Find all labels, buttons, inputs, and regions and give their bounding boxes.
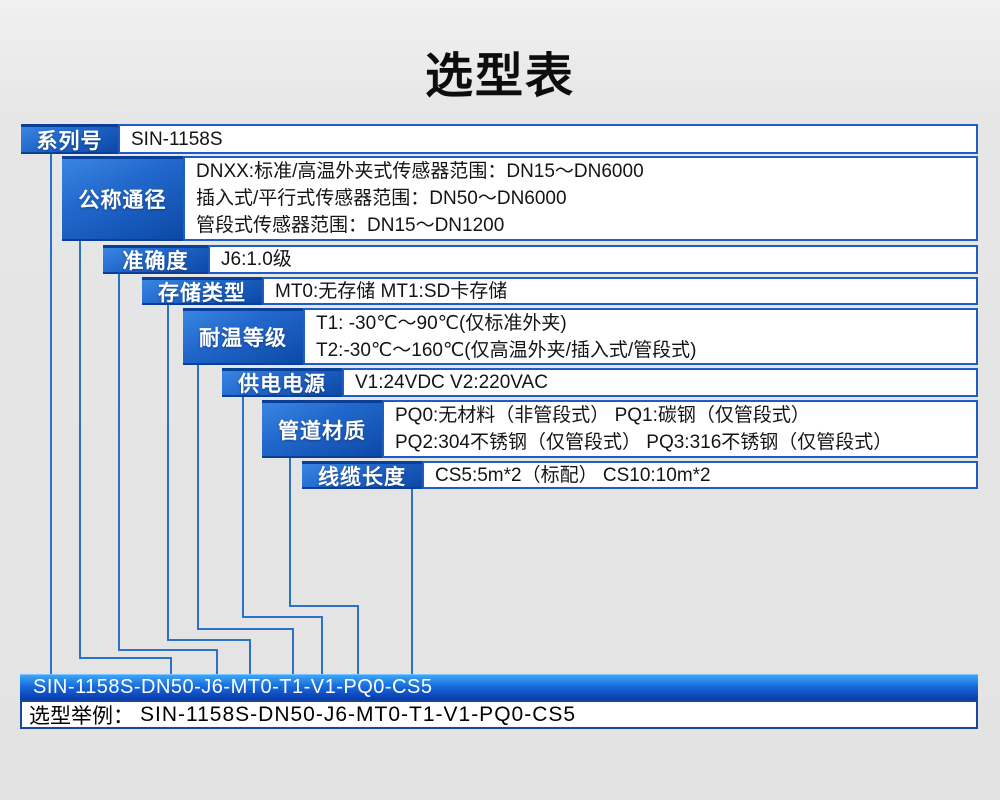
row-content-line: T2:-30℃～160℃(仅高温外夹/插入式/管段式): [316, 339, 697, 361]
row-content-line: 插入式/平行式传感器范围：DN50～DN6000: [196, 188, 567, 209]
row-content-line: V1:24VDC V2:220VAC: [355, 372, 548, 393]
page-title: 选型表: [424, 50, 575, 103]
connector-line-accuracy: [118, 273, 218, 675]
model-code-bar: SIN-1158S-DN50-J6-MT0-T1-V1-PQ0-CS5: [20, 674, 978, 700]
row-content-line: CS5:5m*2（标配） CS10:10m*2: [435, 464, 711, 486]
row-content-material: PQ0:无材料（非管段式） PQ1:碳钢（仅管段式） PQ2:304不锈钢（仅管…: [382, 400, 978, 458]
row-label-cable: 线缆长度: [302, 461, 422, 489]
row-content-power: V1:24VDC V2:220VAC: [342, 368, 978, 397]
row-content-line: MT0:无存储 MT1:SD卡存储: [275, 280, 508, 302]
row-content-accuracy: J6:1.0级: [208, 245, 978, 274]
selection-example-bar: 选型举例： SIN-1158S-DN50-J6-MT0-T1-V1-PQ0-CS…: [20, 700, 978, 729]
connector-line-temperature: [197, 364, 294, 675]
row-content-line: T1: -30℃～90℃(仅标准外夹): [316, 312, 567, 334]
row-label-series: 系列号: [21, 124, 118, 154]
row-label-accuracy: 准确度: [103, 245, 208, 274]
row-label-storage: 存储类型: [142, 277, 262, 305]
row-label-diameter: 公称通径: [62, 156, 183, 241]
connector-line-storage: [167, 304, 251, 675]
row-content-cable: CS5:5m*2（标配） CS10:10m*2: [422, 461, 978, 489]
model-code-text: SIN-1158S-DN50-J6-MT0-T1-V1-PQ0-CS5: [33, 676, 433, 698]
row-content-line: PQ0:无材料（非管段式） PQ1:碳钢（仅管段式）: [395, 405, 810, 426]
row-content-line: J6:1.0级: [221, 249, 292, 270]
row-label-temperature: 耐温等级: [183, 308, 303, 365]
row-content-series: SIN-1158S: [118, 124, 978, 154]
connector-line-material: [289, 457, 359, 675]
connector-line-diameter: [79, 240, 172, 675]
row-content-temperature: T1: -30℃～90℃(仅标准外夹) T2:-30℃～160℃(仅高温外夹/插…: [303, 308, 978, 365]
connector-line-power: [242, 396, 323, 675]
row-content-diameter: DNXX:标准/高温外夹式传感器范围：DN15～DN6000 插入式/平行式传感…: [183, 156, 978, 241]
row-content-line: SIN-1158S: [131, 128, 223, 150]
row-label-power: 供电电源: [222, 368, 342, 397]
row-content-storage: MT0:无存储 MT1:SD卡存储: [262, 277, 978, 305]
row-content-line: DNXX:标准/高温外夹式传感器范围：DN15～DN6000: [196, 161, 644, 182]
row-content-line: PQ2:304不锈钢（仅管段式） PQ3:316不锈钢（仅管段式）: [395, 432, 893, 453]
example-prefix: 选型举例：: [29, 704, 134, 728]
row-content-line: 管段式传感器范围：DN15～DN1200: [196, 215, 505, 236]
example-code: SIN-1158S-DN50-J6-MT0-T1-V1-PQ0-CS5: [140, 702, 577, 726]
row-label-material: 管道材质: [262, 400, 382, 458]
